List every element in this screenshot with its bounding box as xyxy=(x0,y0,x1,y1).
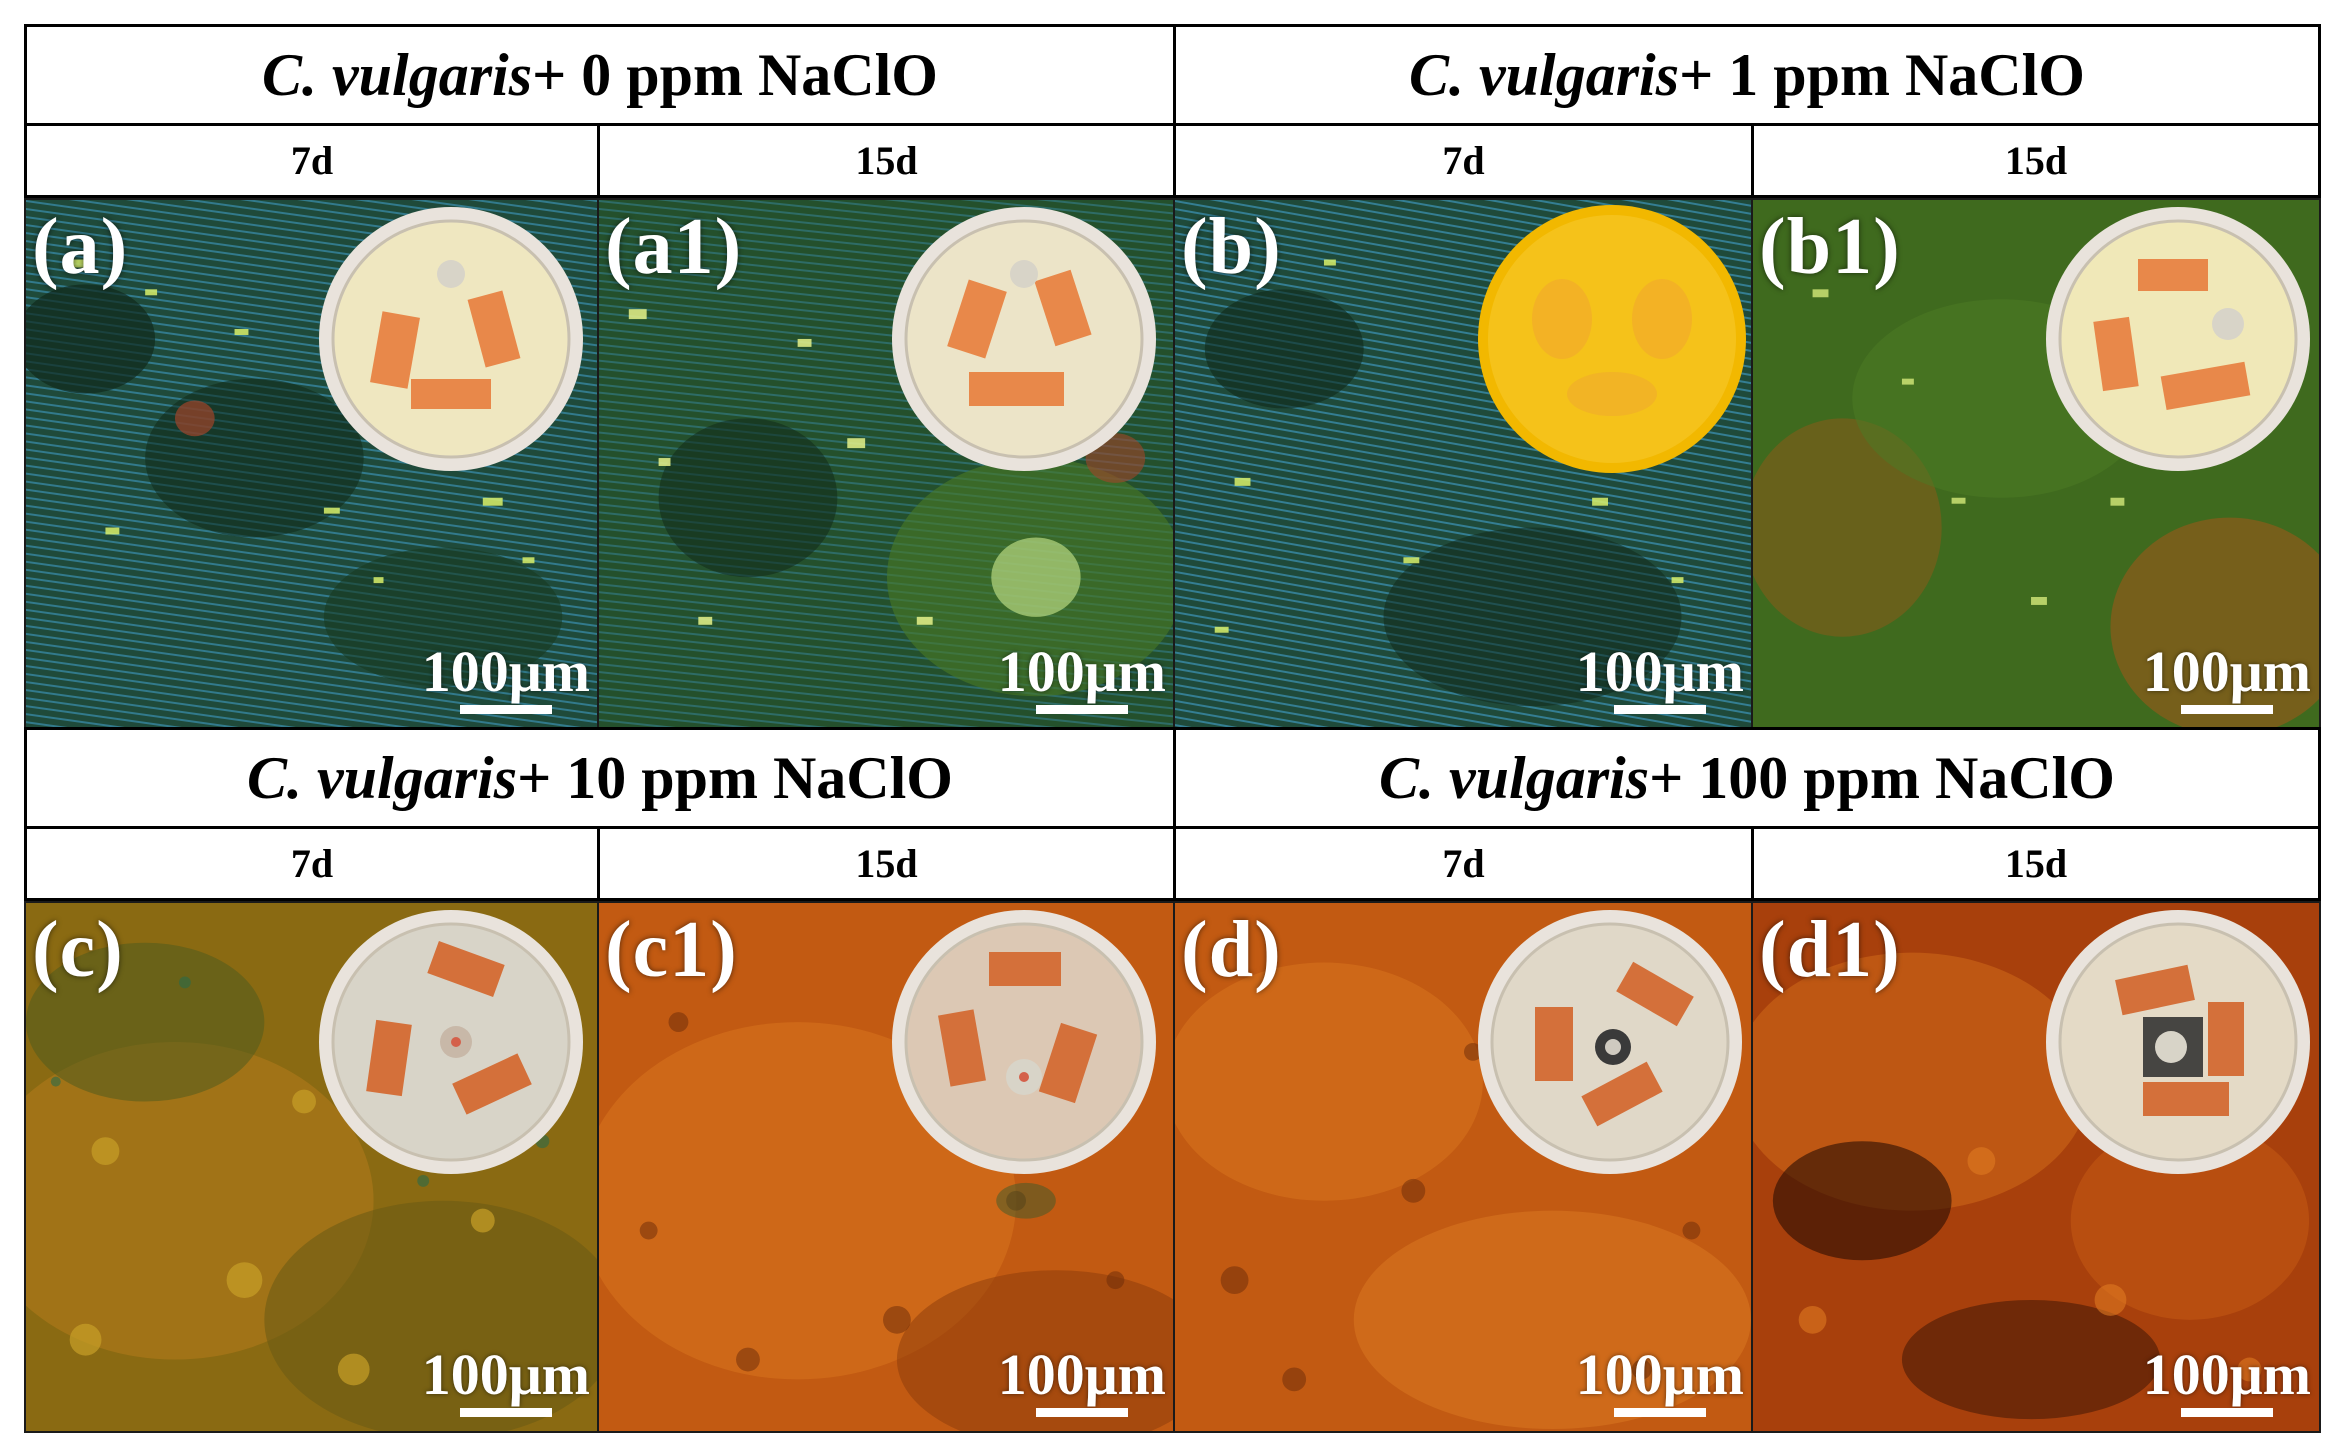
scale-text: 100μm xyxy=(1575,639,1744,704)
day-label: 7d xyxy=(1442,841,1485,886)
petri-dish-photo xyxy=(889,907,1159,1177)
organism-name: C. vulgaris xyxy=(1379,744,1650,811)
petri-dish-photo xyxy=(2043,204,2313,474)
petri-dish-photo xyxy=(889,204,1159,474)
scale-text: 100μm xyxy=(421,639,590,704)
day-header-c: 7d xyxy=(24,826,600,901)
day-header-a1: 15d xyxy=(597,123,1176,198)
scale-text: 100μm xyxy=(1575,1342,1744,1407)
treatment-label: + 10 ppm NaClO xyxy=(517,744,953,811)
petri-dish-photo xyxy=(1477,204,1747,474)
panel-label: (a1) xyxy=(605,203,743,291)
organism-name: C. vulgaris xyxy=(1409,41,1680,108)
group-header-10ppm: C. vulgaris + 10 ppm NaClO xyxy=(24,727,1176,829)
panel-label: (c1) xyxy=(605,906,738,994)
scale-line xyxy=(459,1408,552,1417)
day-header-a: 7d xyxy=(24,123,600,198)
panel-label: (a) xyxy=(32,203,129,291)
organism-name: C. vulgaris xyxy=(247,744,518,811)
day-header-d: 7d xyxy=(1173,826,1754,901)
scale-line xyxy=(2180,1408,2273,1417)
scale-line xyxy=(1035,1408,1128,1417)
treatment-label: + 0 ppm NaClO xyxy=(532,41,938,108)
scale-bar: 100μm xyxy=(1576,1346,1744,1417)
panel-label: (d) xyxy=(1181,906,1282,994)
day-header-b1: 15d xyxy=(1751,123,2321,198)
day-header-b: 7d xyxy=(1173,123,1754,198)
panel-label: (b1) xyxy=(1759,203,1901,291)
scale-bar: 100μm xyxy=(422,643,590,714)
scale-bar: 100μm xyxy=(1576,643,1744,714)
micrograph-panel-a: (a) 100μm xyxy=(24,198,600,730)
panel-label: (d1) xyxy=(1759,906,1901,994)
panel-label: (b) xyxy=(1181,203,1282,291)
scale-text: 100μm xyxy=(2142,639,2311,704)
day-label: 7d xyxy=(290,841,334,886)
micrograph-panel-a1: (a1) 100μm xyxy=(597,198,1176,730)
micrograph-panel-d: (d) 100μm xyxy=(1173,901,1754,1433)
scale-text: 100μm xyxy=(997,1342,1166,1407)
treatment-label: + 1 ppm NaClO xyxy=(1679,41,2085,108)
day-header-d1: 15d xyxy=(1751,826,2321,901)
scale-line xyxy=(2180,705,2273,714)
group-header-100ppm: C. vulgaris + 100 ppm NaClO xyxy=(1173,727,2321,829)
micrograph-panel-b1: (b1) 100μm xyxy=(1751,198,2321,730)
scale-line xyxy=(459,705,552,714)
micrograph-panel-b: (b) 100μm xyxy=(1173,198,1754,730)
organism-name: C. vulgaris xyxy=(262,41,533,108)
petri-dish-photo xyxy=(316,907,586,1177)
scale-line xyxy=(1613,1408,1706,1417)
day-header-c1: 15d xyxy=(597,826,1176,901)
day-label: 15d xyxy=(2004,138,2068,183)
micrograph-panel-c1: (c1) 100μm xyxy=(597,901,1176,1433)
petri-dish-photo xyxy=(1475,907,1745,1177)
scale-bar: 100μm xyxy=(2143,643,2311,714)
group-header-0ppm: C. vulgaris + 0 ppm NaClO xyxy=(24,24,1176,126)
day-label: 7d xyxy=(290,138,334,183)
group-header-1ppm: C. vulgaris + 1 ppm NaClO xyxy=(1173,24,2321,126)
petri-dish-photo xyxy=(316,204,586,474)
scale-bar: 100μm xyxy=(998,1346,1166,1417)
scale-bar: 100μm xyxy=(422,1346,590,1417)
scale-bar: 100μm xyxy=(2143,1346,2311,1417)
micrograph-panel-d1: (d1) 100μm xyxy=(1751,901,2321,1433)
scale-bar: 100μm xyxy=(998,643,1166,714)
day-label: 7d xyxy=(1442,138,1485,183)
scale-line xyxy=(1035,705,1128,714)
panel-label: (c) xyxy=(32,906,124,994)
micrograph-background xyxy=(599,903,1174,1431)
micrograph-panel-c: (c) 100μm xyxy=(24,901,600,1433)
petri-dish-photo xyxy=(2043,907,2313,1177)
day-label: 15d xyxy=(855,138,918,183)
scale-text: 100μm xyxy=(421,1342,590,1407)
day-label: 15d xyxy=(2004,841,2068,886)
day-label: 15d xyxy=(855,841,918,886)
scale-text: 100μm xyxy=(2142,1342,2311,1407)
scale-text: 100μm xyxy=(997,639,1166,704)
treatment-label: + 100 ppm NaClO xyxy=(1649,744,2115,811)
scale-line xyxy=(1613,705,1706,714)
